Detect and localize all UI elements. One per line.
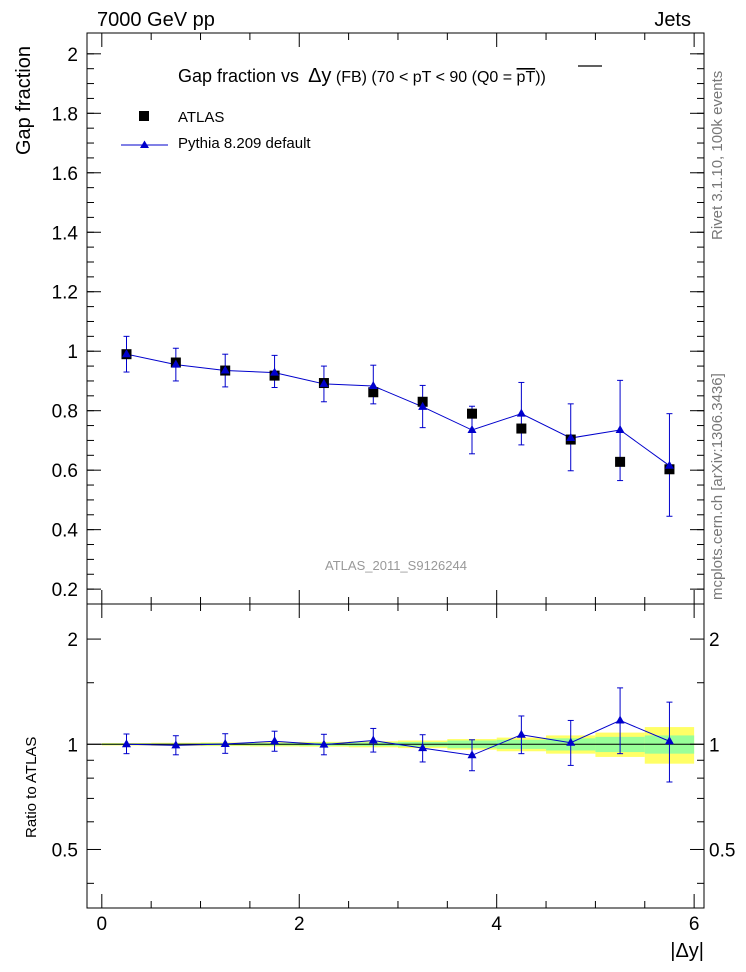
title-variable: Δy [308,65,331,87]
pythia-point [368,381,378,390]
atlas-point [417,396,428,407]
main-y-tick-label: 1.8 [52,104,78,125]
ratio-point [319,739,329,748]
main-y-tick-label: 0.6 [52,461,78,482]
ratio-point [516,729,526,738]
main-x-ticks [101,33,695,604]
source-label: mcplots.cern.ch [arXiv:1306.3436] [709,373,726,600]
title-suffix: (FB) (70 < pT < 90 (Q0 = [331,69,516,86]
pythia-point [664,460,674,469]
atlas-point [368,387,379,398]
legend-pythia-label: Pythia 8.209 default [178,135,311,152]
x-tick-label: 0 [97,914,108,935]
process-label: Jets [654,9,691,31]
main-y-axis-label: Gap fraction [13,46,35,155]
x-tick-label: 4 [491,914,502,935]
main-y-tick-label: 0.2 [52,580,78,601]
energy-label: 7000 GeV pp [97,9,215,31]
atlas-point [516,423,527,434]
pythia-point [270,367,280,376]
ratio-panel: 0.5 0.5 1 1 2 2 0 2 4 6 Ratio to ATLAS |Δy| [23,603,735,962]
pythia-point [171,359,181,368]
ratio-point [270,736,280,745]
main-y-ticks: 0.2 0.4 0.6 0.8 1 1.2 1.4 1.6 1.8 2 [52,45,704,601]
ratio-point [220,738,230,747]
legend-atlas-label: ATLAS [178,109,224,126]
ratio-y-ticks: 0.5 0.5 1 1 2 2 [52,630,735,884]
ratio-y-tick-label: 0.5 [52,840,78,861]
pythia-point [121,349,131,358]
main-y-tick-label: 0.4 [52,521,79,542]
ratio-x-ticks: 0 2 4 6 [97,604,700,935]
pythia-line [126,353,670,467]
ratio-point [171,740,181,749]
atlas-point [615,456,626,467]
ratio-point [566,737,576,746]
legend: ATLAS Pythia 8.209 default [121,109,311,152]
x-tick-label: 2 [294,914,305,935]
main-panel: 0.2 0.4 0.6 0.8 1 1.2 1.4 1.6 1.8 2 Gap fraction … [13,32,705,605]
pythia-point [516,408,526,417]
x-axis-label: |Δy| [670,940,704,962]
pythia-point [467,425,477,434]
ratio-point [368,735,378,744]
legend-atlas-marker [139,111,149,121]
ratio-y-tick-label-right: 2 [709,630,720,651]
ratio-y-tick-label: 2 [67,630,78,651]
x-tick-label: 6 [689,914,700,935]
ratio-line [126,719,670,756]
legend-pythia-marker [140,140,149,148]
main-plot-area [121,335,675,517]
ratio-y-tick-label-right: 0.5 [709,840,735,861]
ratio-point [664,736,674,745]
pythia-point [220,365,230,374]
title-close: )) [535,69,546,86]
main-y-tick-label: 1.2 [52,283,78,304]
main-y-tick-label: 2 [67,45,78,66]
ratio-plot-area [87,687,704,783]
main-y-tick-label: 1.4 [52,223,79,244]
ratio-y-tick-label: 1 [67,735,78,756]
ratio-point [121,739,131,748]
ratio-frame [86,603,705,909]
plot-title: Gap fraction vs Δy (FB) (70 < pT < 90 (Q… [178,65,546,87]
title-prefix: Gap fraction vs [178,66,304,86]
ratio-point [467,750,477,759]
atlas-point [664,464,675,475]
analysis-id: ATLAS_2011_S9126244 [325,558,467,573]
pythia-point [566,433,576,442]
ratio-point [615,715,625,724]
title-q0: pT [517,69,536,86]
ratio-point [418,743,428,752]
ratio-y-axis-label: Ratio to ATLAS [23,737,40,838]
atlas-point [467,408,478,419]
main-y-tick-label: 1.6 [52,164,78,185]
main-y-tick-label: 0.8 [52,402,78,423]
pythia-point [418,401,428,410]
pythia-point [319,378,329,387]
pythia-point [615,425,625,434]
rivet-label: Rivet 3.1.10, 100k events [709,71,726,240]
ratio-y-tick-label-right: 1 [709,735,720,756]
main-y-tick-label: 1 [67,342,78,363]
